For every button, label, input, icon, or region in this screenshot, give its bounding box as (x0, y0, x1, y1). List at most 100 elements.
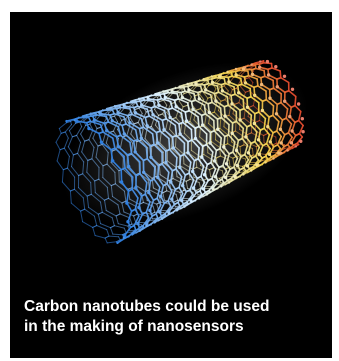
lattice-bond (243, 107, 253, 116)
lattice-bond (215, 100, 226, 108)
lattice-atom (180, 95, 185, 100)
lattice-bond (67, 136, 73, 148)
lattice-atom (122, 103, 125, 107)
lattice-bond (123, 211, 135, 217)
lattice-bond (259, 120, 268, 126)
lattice-atom (181, 183, 185, 188)
lattice-bond (256, 78, 259, 87)
lattice-bond (146, 108, 150, 117)
lattice-bond (219, 127, 228, 135)
lattice-bond (169, 100, 174, 109)
lattice-bond (234, 102, 240, 105)
lattice-atom (191, 186, 196, 190)
lattice-bond (110, 183, 116, 187)
lattice-bond (76, 134, 82, 143)
lattice-bond (188, 161, 192, 174)
lattice-bond (181, 174, 187, 187)
lattice-atom (212, 159, 217, 163)
lattice-bond (243, 159, 250, 169)
lattice-bond (113, 225, 125, 229)
lattice-atom (157, 103, 161, 108)
lattice-bond (106, 163, 116, 173)
lattice-atom (187, 88, 191, 92)
lattice-bond (204, 113, 215, 122)
lattice-bond (275, 130, 283, 138)
lattice-bond (94, 235, 106, 239)
lattice-bond (82, 221, 94, 228)
lattice-atom (75, 119, 79, 123)
lattice-bond (200, 175, 206, 184)
lattice-bond (257, 111, 267, 120)
lattice-bond (110, 185, 113, 197)
lattice-atom (156, 141, 160, 145)
lattice-atom (116, 241, 119, 245)
lattice-atom (272, 157, 275, 160)
lattice-bond (172, 147, 182, 157)
lattice-bond (104, 197, 109, 201)
lattice-bond (58, 128, 62, 134)
lattice-atom (294, 145, 297, 148)
lattice-bond (187, 139, 193, 143)
lattice-bond (153, 166, 156, 180)
lattice-bond (173, 199, 179, 203)
lattice-bond (191, 159, 196, 173)
lattice-atom (222, 145, 226, 149)
lattice-bond (201, 124, 212, 134)
lattice-bond (234, 93, 245, 101)
lattice-atom (258, 65, 262, 69)
lattice-bond (224, 82, 235, 88)
lattice-bond (154, 108, 159, 116)
lattice-bond (227, 134, 236, 143)
lattice-bond (196, 187, 202, 191)
lattice-bond (226, 96, 229, 107)
lattice-bond (124, 167, 134, 178)
lattice-bond (177, 192, 184, 204)
lattice-bond (93, 122, 98, 129)
lattice-bond (115, 215, 119, 225)
lattice-atom (201, 187, 206, 191)
lattice-bond (79, 121, 83, 128)
lattice-bond (161, 163, 170, 174)
lattice-atom (171, 146, 175, 150)
lattice-bond (118, 236, 121, 241)
lattice-atom (226, 70, 229, 74)
lattice-bond (249, 124, 258, 133)
lattice-bond (242, 168, 251, 176)
lattice-bond (255, 67, 265, 72)
lattice-atom (110, 119, 114, 123)
lattice-bond (231, 120, 238, 124)
lattice-bond (81, 140, 86, 153)
lattice-bond (265, 133, 271, 145)
lattice-bond (106, 186, 109, 199)
lattice-atom (162, 90, 165, 93)
lattice-bond (106, 229, 110, 237)
lattice-bond (102, 177, 112, 187)
lattice-bond (251, 148, 254, 156)
lattice-atom (146, 96, 149, 99)
lattice-bond (155, 131, 159, 144)
lattice-atom (178, 132, 182, 136)
lattice-bond (69, 190, 72, 204)
lattice-bond (157, 165, 160, 179)
lattice-atom (202, 173, 207, 177)
lattice-bond (159, 131, 162, 144)
lattice-bond (91, 158, 100, 168)
lattice-atom (286, 149, 289, 152)
lattice-bond (240, 78, 246, 88)
lattice-bond (170, 148, 180, 157)
lattice-bond (155, 204, 162, 215)
lattice-bond (78, 187, 88, 197)
lattice-bond (80, 133, 86, 142)
lattice-bond (211, 177, 216, 184)
lattice-atom (170, 197, 174, 201)
lattice-atom (105, 129, 109, 133)
lattice-atom (253, 93, 257, 98)
lattice-bond (227, 104, 238, 113)
lattice-bond (254, 140, 261, 149)
lattice-bond (286, 144, 295, 152)
lattice-bond (183, 132, 192, 141)
lattice-bond (199, 93, 205, 101)
lattice-bond (272, 87, 283, 95)
lattice-bond (152, 205, 156, 213)
lattice-atom (290, 129, 294, 133)
